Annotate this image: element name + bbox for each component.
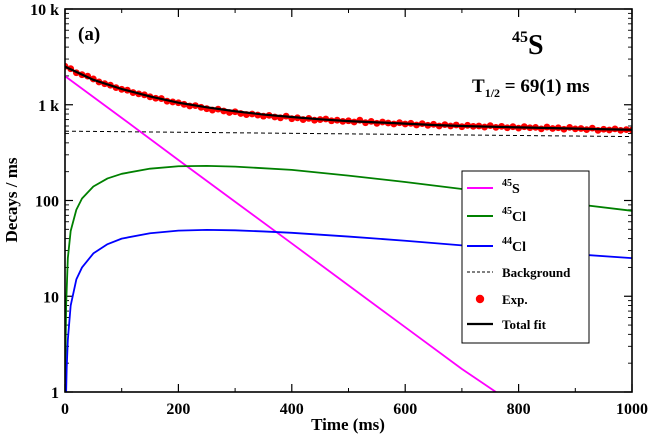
legend-entry-cl45: 45Cl bbox=[467, 206, 526, 225]
legend-label-cl45: 45Cl bbox=[502, 206, 526, 225]
y-tick-label: 10 bbox=[43, 289, 59, 306]
legend-label-exp: Exp. bbox=[502, 292, 528, 307]
nucleus-title: 45S bbox=[512, 29, 544, 61]
x-tick-label: 0 bbox=[61, 401, 69, 418]
legend: 45S 45Cl 44Cl Background Exp. Total fit bbox=[461, 170, 590, 344]
x-tick-label: 1000 bbox=[616, 401, 648, 418]
legend-frame bbox=[461, 170, 590, 344]
legend-label-fit: Total fit bbox=[502, 317, 547, 332]
legend-swatch-exp bbox=[475, 294, 485, 304]
series-line-cl45 bbox=[65, 164, 632, 392]
half-life-sub: 1/2 bbox=[485, 86, 500, 100]
legend-label-cl44: 44Cl bbox=[502, 236, 526, 255]
series-line-cl44 bbox=[65, 229, 632, 392]
legend-entry-fit: Total fit bbox=[467, 317, 547, 332]
legend-mass-cl45: 45 bbox=[502, 206, 512, 217]
legend-label-s45: 45S bbox=[502, 178, 520, 197]
nucleus-mass: 45 bbox=[512, 29, 528, 46]
legend-label-background: Background bbox=[502, 265, 571, 280]
y-tick-label: 1 k bbox=[38, 98, 59, 115]
x-tick-label: 800 bbox=[507, 401, 531, 418]
series-line-background bbox=[65, 130, 632, 138]
y-tick-label: 1 bbox=[51, 385, 59, 402]
series-line-s45 bbox=[65, 75, 497, 392]
series-layer bbox=[65, 62, 632, 392]
legend-entry-background: Background bbox=[467, 265, 571, 280]
half-life-prefix: T bbox=[472, 76, 485, 97]
legend-entry-s45: 45S bbox=[467, 178, 520, 197]
y-tick-label: 10 k bbox=[30, 2, 59, 19]
y-tick-label: 100 bbox=[35, 194, 59, 211]
half-life-label: T1/2 = 69(1) ms bbox=[472, 76, 589, 100]
legend-symbol-cl44: Cl bbox=[512, 240, 526, 255]
plot-frame bbox=[64, 8, 633, 393]
tick-labels: 0 200 400 600 800 1000 1 10 100 1 k 10 k bbox=[30, 2, 648, 418]
legend-entry-cl44: 44Cl bbox=[467, 236, 526, 255]
nucleus-symbol: S bbox=[528, 30, 544, 61]
legend-mass-s45: 45 bbox=[502, 178, 512, 189]
legend-symbol-s45: S bbox=[512, 182, 520, 197]
legend-mass-cl44: 44 bbox=[502, 236, 512, 247]
half-life-value: = 69(1) ms bbox=[500, 76, 589, 97]
x-tick-label: 400 bbox=[280, 401, 304, 418]
y-axis-label: Decays / ms bbox=[2, 157, 21, 242]
series-line-fit bbox=[65, 65, 632, 131]
x-tick-label: 600 bbox=[393, 401, 417, 418]
legend-symbol-cl45: Cl bbox=[512, 210, 526, 225]
legend-entry-exp: Exp. bbox=[475, 292, 528, 307]
panel-label: (a) bbox=[78, 24, 100, 45]
x-axis-label: Time (ms) bbox=[311, 415, 385, 434]
series-exp bbox=[65, 62, 632, 134]
x-tick-label: 200 bbox=[166, 401, 190, 418]
